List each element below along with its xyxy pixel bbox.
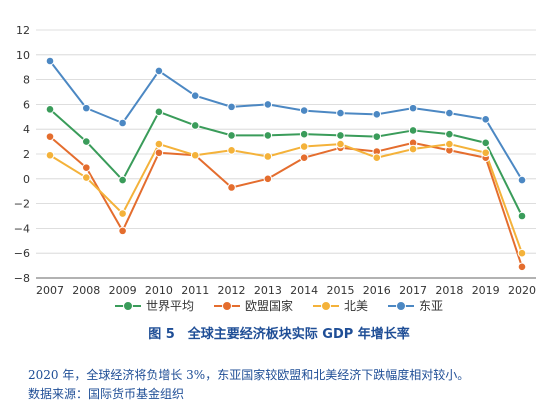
data-point-2 [227, 145, 236, 155]
figure-caption: 图 5 全球主要经济板块实际 GDP 年增长率 [148, 327, 410, 342]
data-point-2 [481, 148, 490, 158]
data-point-0 [408, 126, 418, 135]
y-tick-label: 10 [16, 49, 30, 62]
data-point-3 [517, 175, 527, 185]
data-point-3 [227, 102, 236, 112]
x-tick-label: 2020 [508, 284, 536, 297]
data-point-1 [263, 174, 273, 184]
data-point-3 [45, 56, 55, 66]
data-point-0 [263, 131, 273, 140]
legend-label-east-asia: 东亚 [419, 299, 444, 313]
data-point-0 [82, 137, 91, 146]
data-point-0 [118, 175, 127, 185]
data-point-1 [299, 153, 309, 163]
data-point-3 [154, 66, 164, 76]
legend-item-east-asia: 东亚 [388, 297, 443, 314]
series-line-1 [49, 135, 523, 268]
data-point-0 [336, 131, 345, 140]
data-point-0 [227, 131, 236, 140]
data-source: 数据来源：国际货币基金组织 [28, 387, 185, 401]
data-point-3 [118, 118, 127, 128]
data-point-3 [372, 110, 382, 119]
data-point-2 [517, 248, 527, 258]
y-tick-label: −8 [14, 272, 30, 285]
data-point-1 [45, 132, 55, 141]
y-tick-label: −2 [14, 198, 30, 211]
data-point-1 [154, 148, 164, 158]
x-tick-label: 2013 [254, 284, 282, 297]
x-tick-label: 2015 [326, 284, 354, 297]
y-tick-label: 0 [23, 173, 30, 186]
x-tick-label: 2017 [399, 284, 427, 297]
data-point-0 [154, 107, 164, 117]
x-tick-label: 2012 [218, 284, 246, 297]
data-point-2 [190, 150, 200, 160]
legend-label-north-america: 北美 [344, 299, 369, 313]
data-point-2 [45, 150, 55, 160]
y-tick-label: 12 [16, 24, 30, 37]
data-point-2 [118, 209, 127, 218]
data-point-2 [372, 153, 382, 163]
data-point-2 [82, 173, 91, 182]
chart-legend: 世界平均 欧盟国家 北美 东亚 [0, 297, 558, 314]
y-tick-label: 8 [23, 74, 30, 87]
x-tick-label: 2007 [36, 284, 64, 297]
data-point-1 [82, 163, 91, 172]
data-point-0 [190, 121, 200, 130]
data-point-3 [408, 103, 418, 113]
data-point-1 [227, 183, 236, 192]
legend-label-world: 世界平均 [145, 299, 194, 313]
series-line-0 [49, 108, 523, 217]
data-point-3 [82, 103, 91, 113]
y-tick-label: −6 [14, 247, 30, 260]
legend-swatch-north-america [313, 300, 339, 311]
series-line-2 [49, 143, 523, 254]
data-point-0 [299, 129, 309, 139]
line-chart: −8 −6 −4 −2 0 2 4 6 8 10 12 2007 2008 2009 2010 2011 201… [14, 24, 536, 297]
data-point-2 [408, 144, 418, 154]
x-tick-label: 2011 [181, 284, 209, 297]
y-tick-label: 2 [23, 148, 30, 161]
data-point-0 [45, 105, 55, 114]
data-point-3 [445, 108, 454, 118]
y-tick-label: 6 [23, 98, 30, 111]
legend-item-world: 世界平均 [114, 297, 194, 314]
x-tick-label: 2016 [363, 284, 391, 297]
data-point-1 [118, 226, 127, 236]
legend-label-eu: 欧盟国家 [244, 299, 293, 313]
legend-swatch-world [114, 300, 141, 311]
x-tick-label: 2019 [472, 284, 500, 297]
data-point-0 [517, 211, 527, 221]
data-point-2 [154, 139, 164, 149]
legend-swatch-eu [213, 300, 240, 311]
x-tick-label: 2018 [435, 284, 463, 297]
x-tick-label: 2010 [145, 284, 173, 297]
x-tick-label: 2008 [72, 284, 100, 297]
data-point-2 [299, 142, 309, 151]
figure-note: 2020 年，全球经济将负增长 3%，东亚国家较欧盟和北美经济下跌幅度相对较小。 [28, 368, 470, 382]
y-tick-label: −4 [14, 222, 30, 235]
legend-item-north-america: 北美 [313, 297, 368, 314]
data-point-3 [263, 100, 273, 109]
data-point-3 [190, 91, 200, 101]
x-tick-label: 2009 [109, 284, 137, 297]
data-point-0 [481, 138, 490, 148]
legend-swatch-east-asia [388, 300, 415, 311]
data-point-2 [263, 152, 273, 161]
data-point-3 [336, 108, 345, 118]
y-tick-label: 4 [23, 123, 30, 136]
data-point-0 [372, 132, 382, 141]
legend-item-eu: 欧盟国家 [213, 297, 293, 314]
x-tick-label: 2014 [290, 284, 318, 297]
series-line-3 [49, 60, 523, 181]
data-point-1 [517, 262, 527, 272]
data-point-3 [299, 106, 309, 115]
data-point-2 [336, 139, 345, 149]
data-point-0 [445, 129, 454, 139]
data-point-2 [445, 139, 454, 149]
data-point-3 [481, 114, 490, 124]
